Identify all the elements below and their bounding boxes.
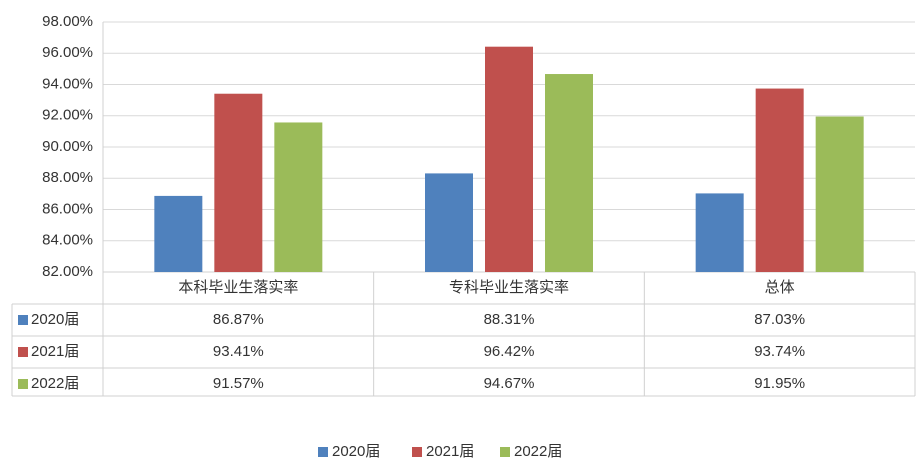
bar	[755, 88, 804, 272]
y-tick-label: 92.00%	[42, 107, 93, 124]
y-tick-label: 84.00%	[42, 232, 93, 249]
table-row-header: 2021届	[31, 343, 79, 360]
bar	[545, 74, 593, 272]
legend-swatch	[318, 447, 328, 457]
table-value: 91.95%	[754, 375, 805, 392]
table-value: 93.74%	[754, 343, 805, 360]
y-tick-label: 88.00%	[42, 169, 93, 186]
bar	[154, 195, 203, 272]
legend-label: 2022届	[514, 443, 562, 460]
table-value: 88.31%	[484, 311, 535, 328]
bar	[214, 93, 263, 272]
category-label: 本科毕业生落实率	[178, 279, 298, 296]
table-value: 87.03%	[754, 311, 805, 328]
table-value: 96.42%	[484, 343, 535, 360]
bar	[485, 46, 533, 272]
y-tick-label: 82.00%	[42, 263, 93, 280]
bar	[274, 122, 323, 272]
category-label: 专科毕业生落实率	[449, 279, 569, 296]
table-value: 93.41%	[213, 343, 264, 360]
bar	[815, 116, 864, 272]
table-legend-swatch	[18, 315, 28, 325]
legend-label: 2021届	[426, 443, 474, 460]
legend-swatch	[412, 447, 422, 457]
table-value: 91.57%	[213, 375, 264, 392]
legend-label: 2020届	[332, 443, 380, 460]
y-tick-label: 94.00%	[42, 75, 93, 92]
y-tick-label: 96.00%	[42, 44, 93, 61]
y-tick-label: 86.00%	[42, 200, 93, 217]
y-tick-label: 90.00%	[42, 138, 93, 155]
table-row-header: 2022届	[31, 375, 79, 392]
category-label: 总体	[765, 279, 795, 296]
y-tick-label: 98.00%	[42, 13, 93, 30]
bar	[695, 193, 744, 272]
table-legend-swatch	[18, 379, 28, 389]
table-row-header: 2020届	[31, 311, 79, 328]
bar	[425, 173, 473, 272]
table-legend-swatch	[18, 347, 28, 357]
table-value: 94.67%	[484, 375, 535, 392]
legend-swatch	[500, 447, 510, 457]
table-value: 86.87%	[213, 311, 264, 328]
